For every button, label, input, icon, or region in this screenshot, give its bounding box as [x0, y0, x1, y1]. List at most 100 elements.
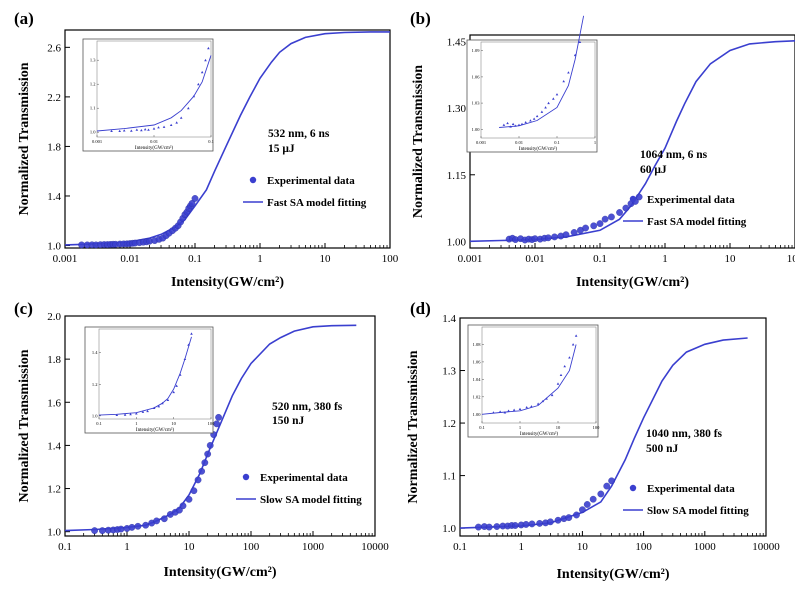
y-tick-label: 1.2 [442, 418, 456, 430]
inset-data-point [179, 116, 183, 119]
panel-label: (d) [410, 299, 431, 318]
inset-y-tick-label: 1.0 [90, 130, 96, 135]
data-point [191, 195, 199, 202]
data-point [603, 482, 611, 490]
inset-data-point [166, 398, 170, 402]
y-tick-label: 1.8 [47, 141, 61, 153]
legend-label: Slow SA model fitting [647, 505, 749, 517]
inset: 0.001 0.01 0.1 1 1.00 1.03 1.06 1.09 Intensity(G… [466, 15, 598, 153]
inset-data-point [115, 413, 119, 417]
data-point [582, 224, 589, 232]
panel-c: (c) 0.1 1 10 100 1000 10000 1.0 1.2 1.4 1.6 1.8 2.0 I… [14, 299, 389, 580]
inset-frame [467, 324, 599, 438]
inset-data-point [197, 82, 200, 86]
inset-frame [466, 39, 598, 153]
inset-data-point [157, 126, 160, 129]
inset-data-point [525, 405, 528, 409]
data-point [98, 527, 106, 535]
inset-data-point [143, 128, 147, 131]
x-axis-label: Intensity(GW/cm²) [163, 565, 276, 580]
inset-x-tick-label: 100 [593, 425, 601, 430]
inset-x-axis-label: Intensity(GW/cm²) [520, 431, 558, 437]
data-point [475, 523, 482, 531]
y-tick-label: 2.0 [47, 311, 61, 323]
data-point [194, 476, 202, 484]
x-tick-label: 10 [184, 541, 196, 553]
panel-a: (a) 0.001 0.01 0.1 1 10 100 1.0 1.4 1.8 2.2 2.6 Inte… [14, 9, 399, 290]
y-tick-label: 1.0 [47, 527, 61, 539]
plot-frame [64, 29, 391, 249]
inset-data-point [556, 382, 560, 385]
data-point [546, 518, 554, 526]
y-tick-label: 1.4 [442, 313, 456, 325]
data-point [562, 231, 570, 239]
x-tick-label: 10000 [361, 541, 389, 553]
y-tick-label: 2.2 [47, 92, 61, 104]
condition-label: 15 μJ [268, 143, 295, 155]
x-tick-label: 100 [382, 253, 399, 265]
inset-fit-line [98, 336, 192, 416]
inset-data-point [503, 411, 507, 414]
inset-data-point [135, 412, 138, 415]
y-axis-label: Normalized Transmission [17, 62, 32, 215]
x-tick-label: 1 [124, 541, 130, 553]
y-tick-label: 1.00 [447, 236, 467, 248]
y-axis-label: Normalized Transmission [411, 65, 426, 218]
inset-x-tick-label: 1 [135, 421, 137, 426]
inset-x-axis-label: Intensity(GW/cm²) [519, 146, 557, 152]
inset-data-point [555, 93, 559, 96]
inset-data-point [502, 123, 506, 126]
inset-x-tick-label: 0.1 [554, 140, 560, 145]
data-point [528, 520, 536, 528]
condition-label: 1064 nm, 6 ns [640, 149, 708, 161]
inset-data-point [545, 397, 548, 400]
inset-data-point [183, 357, 187, 360]
data-point [536, 519, 544, 527]
inset-x-tick-label: 10 [171, 421, 176, 426]
y-tick-label: 1.45 [447, 37, 467, 49]
plot-frame [64, 315, 376, 537]
y-tick-label: 1.2 [47, 484, 61, 496]
inset-data-point [147, 128, 150, 131]
inset-data-point [110, 129, 113, 132]
data-point [128, 523, 136, 531]
inset-x-tick-label: 0.1 [208, 139, 214, 144]
data-point [213, 420, 221, 428]
data-point [622, 204, 630, 212]
inset-data-point [530, 405, 533, 408]
data-point [565, 514, 573, 522]
x-tick-label: 10 [577, 541, 589, 553]
inset-data-point [169, 123, 173, 126]
inset-data-point [567, 71, 570, 74]
x-tick-label: 0.001 [458, 253, 483, 265]
inset-data-point [204, 58, 207, 62]
data-point [142, 521, 150, 529]
inset-data-point [498, 410, 502, 413]
condition-label: 500 nJ [646, 443, 679, 455]
inset-x-tick-label: 100 [208, 421, 216, 426]
x-tick-label: 0.1 [58, 541, 72, 553]
x-tick-label: 1000 [694, 541, 717, 553]
data-point [134, 522, 142, 530]
y-tick-label: 1.4 [47, 440, 61, 452]
x-axis-label: Intensity(GW/cm²) [576, 275, 689, 290]
inset-plot-frame [481, 326, 597, 424]
inset-data-point [562, 79, 565, 83]
data-point [579, 506, 586, 514]
inset-data-point [152, 406, 156, 409]
y-axis-label: Normalized Transmission [17, 349, 32, 502]
data-point [635, 193, 643, 201]
inset-y-tick-label: 1.04 [473, 377, 482, 382]
inset-data-point [511, 122, 515, 126]
x-tick-label: 0.1 [453, 541, 467, 553]
data-point [522, 521, 530, 528]
inset-x-tick-label: 0.001 [92, 139, 102, 144]
data-point [511, 522, 519, 529]
inset-plot-frame [480, 41, 596, 139]
data-point [590, 222, 598, 230]
inset-data-point [547, 101, 550, 105]
data-point [188, 200, 196, 207]
legend-label: Fast SA model fitting [267, 197, 367, 209]
panel-b: (b) 0.001 0.01 0.1 1 10 100 1.00 1.15 1.30 1.45 Int… [410, 9, 795, 290]
x-axis-label: Intensity(GW/cm²) [171, 275, 284, 290]
